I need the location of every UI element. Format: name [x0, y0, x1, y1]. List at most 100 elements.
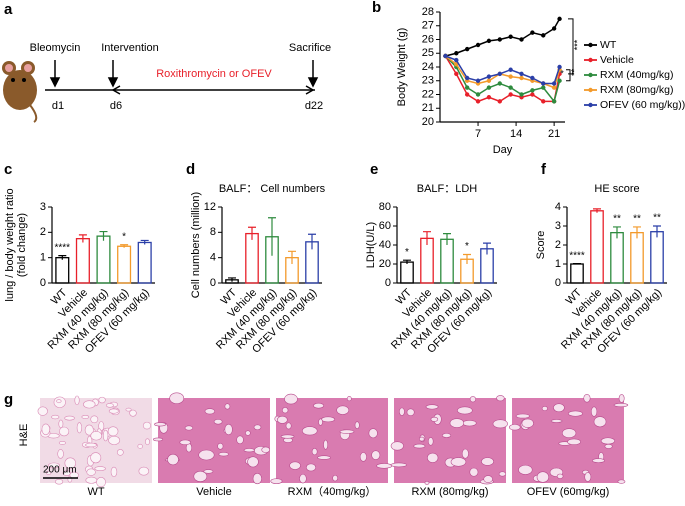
tissue-texture — [317, 455, 331, 460]
tissue-texture — [427, 452, 439, 463]
point — [508, 85, 513, 90]
stain-label: H&E — [18, 424, 30, 447]
point — [508, 92, 513, 97]
y-tick-label: 40 — [379, 239, 391, 251]
legend-label: WT — [600, 39, 617, 51]
y-tick-label: 24 — [422, 61, 434, 73]
tissue-texture — [321, 416, 336, 423]
point — [508, 67, 513, 72]
y-tick-label: 23 — [422, 75, 434, 87]
tissue-texture — [245, 430, 251, 436]
point — [497, 37, 502, 42]
tissue-texture — [427, 437, 434, 446]
tissue-texture — [496, 395, 505, 402]
tissue-texture — [281, 407, 289, 414]
tissue-texture — [430, 416, 439, 422]
point — [530, 30, 535, 35]
y-tick-label: 8 — [210, 226, 216, 238]
tissue-texture — [218, 452, 229, 457]
y-tick-label: 28 — [422, 6, 434, 18]
point — [530, 88, 535, 93]
error-bar — [653, 225, 661, 238]
tissue-texture — [105, 403, 114, 408]
timeline-label: Intervention — [101, 42, 158, 54]
legend-label: OFEV (60 mg/kg)) — [600, 99, 685, 111]
legend-marker — [588, 87, 593, 93]
tissue-texture — [299, 473, 307, 484]
tissue-texture — [57, 449, 64, 459]
point — [530, 75, 535, 81]
tissue-texture — [76, 422, 83, 434]
y-tick-label: 1 — [555, 258, 561, 270]
tissue-texture — [617, 479, 626, 484]
error-bar — [120, 244, 129, 248]
bar — [96, 235, 111, 284]
point — [486, 38, 492, 44]
significance-label: * — [122, 231, 126, 242]
tissue-texture — [336, 405, 350, 415]
error-bar — [288, 250, 296, 264]
image-caption: WT — [87, 486, 104, 498]
point — [541, 81, 546, 86]
point — [475, 99, 481, 104]
error-bar — [268, 217, 276, 256]
tissue-texture — [48, 462, 60, 469]
y-axis-label: Cell numbers (million) — [190, 192, 202, 298]
bar — [570, 263, 584, 284]
bar — [55, 257, 70, 284]
point — [454, 71, 459, 77]
image-caption: Vehicle — [196, 486, 231, 498]
tissue-texture — [169, 392, 185, 405]
tissue-texture — [213, 418, 223, 425]
tissue-texture — [399, 407, 405, 416]
tissue-image — [276, 398, 388, 483]
tissue-texture — [236, 435, 244, 445]
point — [497, 99, 502, 104]
tissue-texture — [46, 470, 52, 475]
tissue-texture — [81, 415, 90, 419]
y-tick-label: 2 — [40, 226, 46, 238]
image-caption: OFEV (60mg/kg) — [527, 486, 610, 498]
error-bar — [78, 234, 87, 243]
x-tick-label: 14 — [510, 128, 522, 140]
significance-label: **** — [55, 242, 71, 253]
tissue-texture — [96, 477, 106, 488]
tissue-texture — [583, 393, 591, 403]
tissue-texture — [116, 449, 124, 456]
chart-title: HE score — [594, 183, 639, 195]
y-tick-label: 22 — [422, 88, 434, 100]
bar — [245, 232, 259, 284]
tissue-texture — [305, 463, 317, 472]
tissue-texture — [129, 409, 137, 417]
tissue-texture — [86, 468, 96, 476]
point — [551, 26, 557, 31]
y-tick-label: 20 — [379, 258, 391, 270]
point — [557, 16, 562, 22]
tissue-texture — [556, 473, 564, 479]
significance-bracket — [566, 18, 574, 82]
image-caption: RXM（40mg/kg） — [288, 485, 377, 498]
legend-label: RXM (40mg/kg) — [600, 69, 674, 81]
point — [519, 37, 524, 42]
error-bar — [228, 277, 236, 282]
tissue-texture — [441, 433, 452, 438]
point — [486, 74, 492, 79]
tissue-texture — [568, 410, 583, 417]
legend-marker — [588, 57, 593, 63]
tissue-texture — [137, 443, 143, 449]
tissue-texture — [125, 407, 132, 412]
point — [541, 33, 546, 38]
tissue-texture — [108, 435, 121, 445]
point — [508, 34, 513, 39]
error-bar — [248, 226, 256, 240]
point — [475, 42, 481, 48]
bar — [630, 231, 644, 284]
significance-label: ** — [633, 214, 641, 225]
point — [508, 74, 513, 79]
point — [551, 85, 557, 90]
point — [475, 92, 481, 97]
y-tick-label: 3 — [40, 201, 46, 213]
tissue-texture — [492, 419, 508, 429]
day-label: d6 — [110, 100, 122, 112]
